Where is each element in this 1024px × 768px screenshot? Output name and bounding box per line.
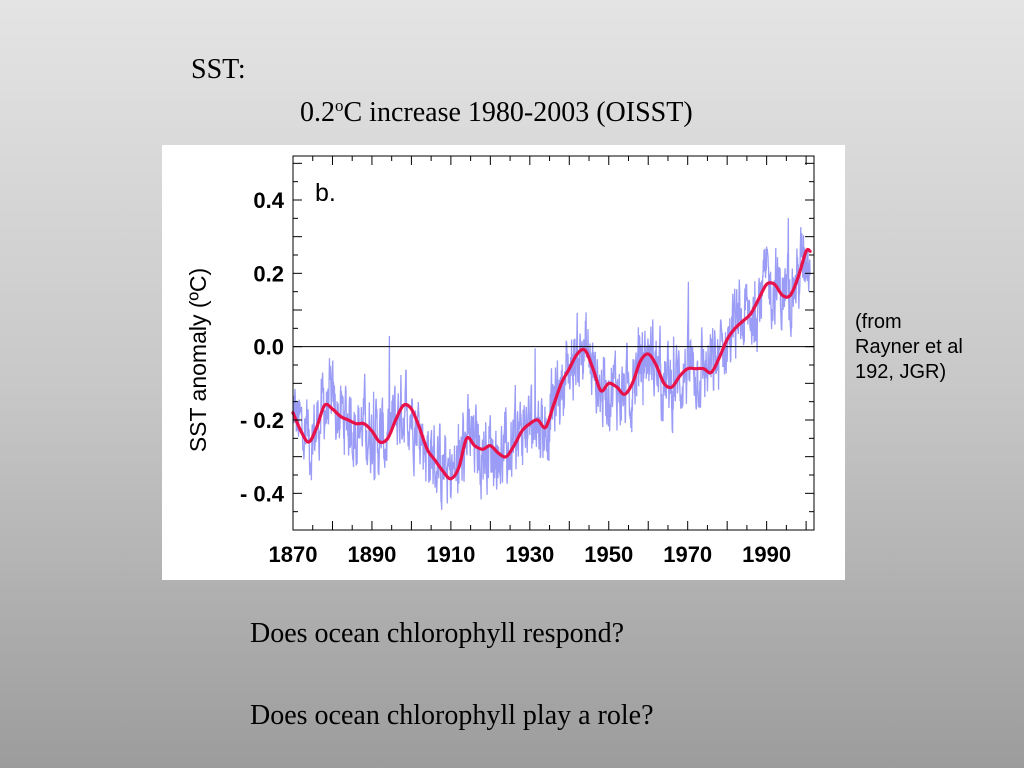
- y-tick-label: 0.4: [253, 188, 284, 213]
- citation-line: 192, JGR): [855, 360, 947, 383]
- y-tick-label: 0.0: [253, 335, 284, 360]
- x-tick-labels: 1870 1890 1910 1930 1950 1970 1990: [269, 542, 792, 567]
- y-tick-label: - 0.4: [240, 481, 285, 506]
- y-tick-label: 0.2: [253, 261, 284, 286]
- x-tick-label: 1890: [347, 542, 396, 567]
- y-tick-labels: 0.4 0.2 0.0 - 0.2 - 0.4: [240, 188, 285, 506]
- smoothed-series-line: [291, 247, 812, 481]
- question-respond: Does ocean chlorophyll respond?: [250, 618, 624, 649]
- chart-panel: 0.4 0.2 0.0 - 0.2 - 0.4 1870 1890 1910 1930 1950…: [162, 145, 845, 580]
- subtitle-degree-sup: o: [335, 96, 344, 115]
- citation-line: Rayner et al: [855, 335, 963, 358]
- citation-line: (from: [855, 311, 902, 333]
- slide-title: SST:: [191, 54, 246, 85]
- slide-subtitle: 0.2oC increase 1980-2003 (OISST): [300, 97, 693, 127]
- x-tick-label: 1950: [584, 542, 633, 567]
- plot-frame: [292, 155, 815, 531]
- citation: (from Rayner et al 192, JGR): [855, 310, 963, 384]
- raw-data-line: [292, 218, 811, 510]
- sst-anomaly-chart: 0.4 0.2 0.0 - 0.2 - 0.4 1870 1890 1910 1930 1950…: [185, 155, 815, 567]
- x-tick-label: 1930: [505, 542, 554, 567]
- subtitle-text: C increase 1980-2003 (OISST): [343, 97, 693, 128]
- y-axis-title: SST anomaly (ºC): [185, 268, 211, 452]
- x-tick-label: 1870: [269, 542, 318, 567]
- y-tick-label: - 0.2: [240, 408, 284, 433]
- x-tick-label: 1970: [663, 542, 712, 567]
- y-ticks: [293, 162, 814, 531]
- x-ticks: [292, 156, 807, 530]
- question-role: Does ocean chlorophyll play a role?: [250, 700, 654, 731]
- raw-data-layer: [292, 218, 811, 510]
- subtitle-value: 0.2: [300, 97, 335, 128]
- x-tick-label: 1910: [426, 542, 475, 567]
- panel-label: b.: [315, 179, 336, 207]
- x-tick-label: 1990: [742, 542, 791, 567]
